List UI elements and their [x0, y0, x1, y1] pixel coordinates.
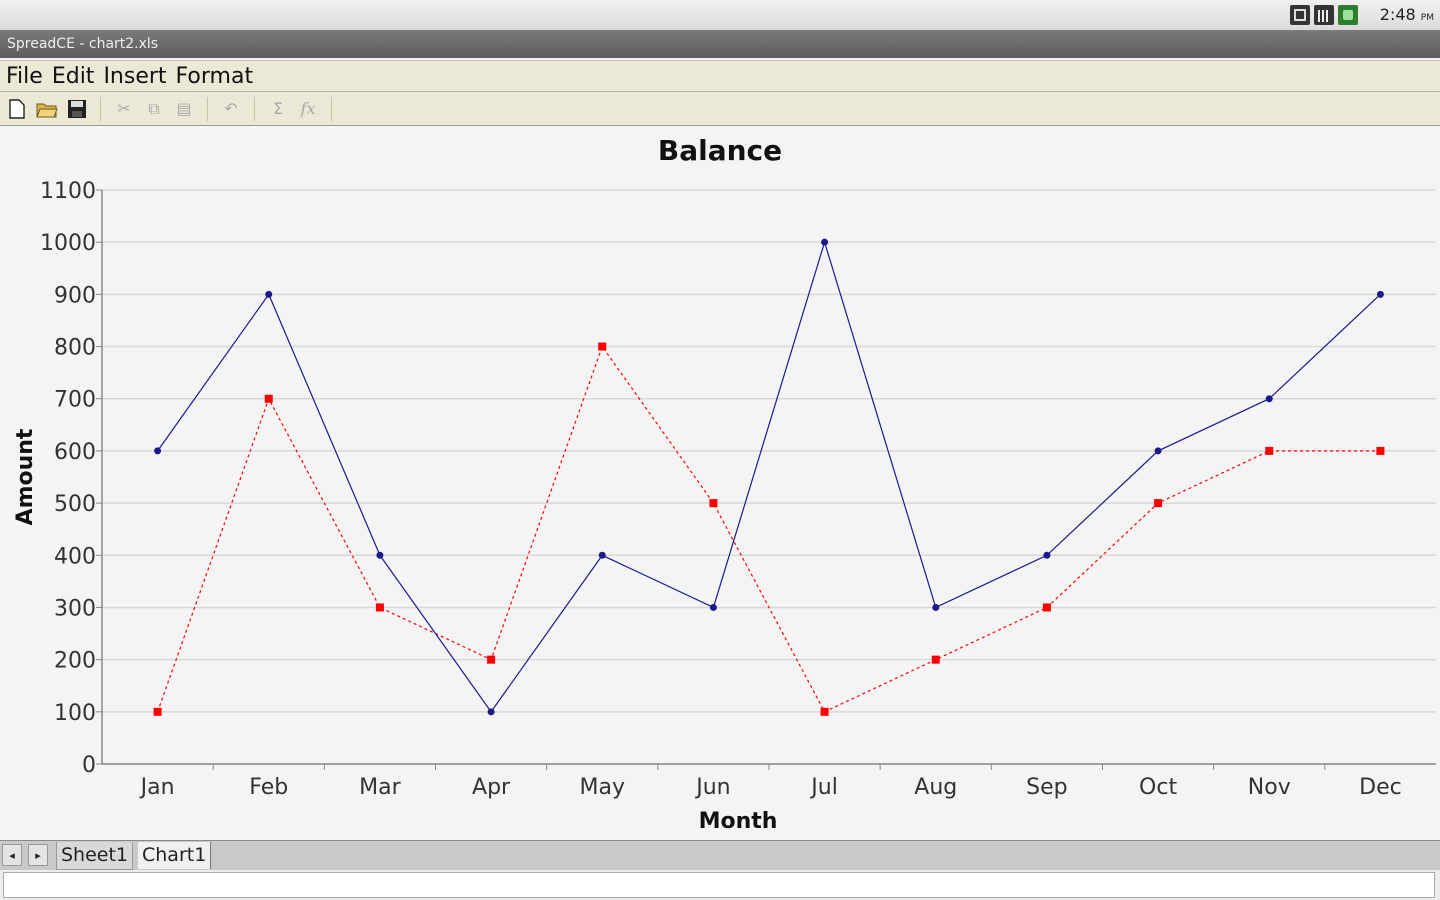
- toolbar-separator: [254, 96, 255, 121]
- x-tick-label: Apr: [472, 775, 511, 800]
- formula-input[interactable]: [3, 872, 1435, 898]
- series-2-point: [153, 707, 162, 716]
- series-1-point: [709, 603, 717, 611]
- toolbar-separator: [100, 96, 101, 121]
- cut-icon[interactable]: ✂: [117, 99, 131, 118]
- series-1-point: [265, 290, 273, 298]
- series-2-point: [264, 394, 273, 403]
- save-icon[interactable]: [66, 98, 88, 120]
- y-tick-label: 1000: [40, 231, 96, 256]
- x-axis-label: Month: [699, 809, 778, 834]
- menu-file[interactable]: File: [6, 63, 43, 89]
- x-tick-label: Oct: [1139, 775, 1177, 800]
- x-tick-label: Feb: [249, 775, 288, 800]
- tab-scroll-right-button[interactable]: ▸: [28, 844, 48, 866]
- toolbar: ✂ ⧉ ▤ ↶ Σ fx: [0, 92, 1440, 126]
- y-tick-label: 200: [54, 649, 96, 674]
- status-icons: [1290, 4, 1358, 26]
- tab-sheet1[interactable]: Sheet1: [56, 842, 134, 870]
- y-tick-label: 0: [82, 753, 96, 778]
- y-tick-label: 100: [54, 701, 96, 726]
- series-1-point: [821, 238, 829, 246]
- copy-icon[interactable]: ⧉: [148, 98, 160, 118]
- menu-insert[interactable]: Insert: [103, 63, 167, 89]
- x-tick-label: Jul: [809, 775, 838, 800]
- y-axis-label: Amount: [13, 428, 38, 525]
- paste-icon[interactable]: ▤: [176, 99, 192, 118]
- x-tick-label: Dec: [1359, 775, 1402, 800]
- y-tick-label: 400: [54, 544, 96, 569]
- series-1-point: [1043, 551, 1051, 559]
- y-tick-label: 900: [54, 283, 96, 308]
- x-tick-label: May: [580, 775, 625, 800]
- series-2-point: [1376, 446, 1385, 455]
- series-1-point: [1154, 447, 1162, 455]
- series-1-point: [376, 551, 384, 559]
- menu-format[interactable]: Format: [175, 63, 254, 89]
- series-line-1: [157, 240, 1381, 713]
- signal-bars-icon: [1314, 5, 1334, 25]
- y-tick-label: 300: [54, 596, 96, 621]
- y-tick-label: 700: [54, 388, 96, 413]
- status-bar: 2:48 PM: [0, 0, 1440, 30]
- x-tick-label: Jun: [694, 775, 730, 800]
- series-1-point: [598, 551, 606, 559]
- series-1-point: [487, 708, 495, 716]
- new-document-icon[interactable]: [6, 98, 28, 120]
- battery-icon: [1338, 5, 1358, 25]
- series-2-point: [598, 342, 607, 351]
- tab-chart1[interactable]: Chart1: [138, 842, 212, 869]
- open-folder-icon[interactable]: [36, 98, 58, 120]
- y-tick-label: 800: [54, 336, 96, 361]
- y-tick-label: 600: [54, 440, 96, 465]
- series-2-point: [375, 603, 384, 612]
- series-1-point: [932, 603, 940, 611]
- series-1-point: [1376, 290, 1384, 298]
- series-2-point: [709, 499, 718, 508]
- input-bar: [0, 870, 1440, 900]
- toolbar-separator: [207, 96, 208, 121]
- x-tick-label: Sep: [1026, 775, 1067, 800]
- x-tick-label: Jan: [139, 775, 175, 800]
- y-tick-label: 500: [54, 492, 96, 517]
- series-2-point: [931, 655, 940, 664]
- series-2-point: [820, 707, 829, 716]
- menu-edit[interactable]: Edit: [51, 63, 95, 89]
- x-tick-label: Aug: [914, 775, 957, 800]
- line-chart: Balance 0 100 200 300 400 500 600 700 800 900 1000 1…: [13, 134, 1436, 834]
- series-1-point: [1265, 395, 1273, 403]
- sd-card-icon: [1290, 5, 1310, 25]
- sum-icon[interactable]: Σ: [272, 99, 284, 118]
- x-tick-label: Mar: [359, 775, 401, 800]
- series-2-point: [1042, 603, 1051, 612]
- window-title: SpreadCE - chart2.xls: [0, 30, 1440, 58]
- series-2-point: [1154, 499, 1163, 508]
- series-line-2: [157, 345, 1381, 713]
- x-tick-label: Nov: [1248, 775, 1291, 800]
- status-clock: 2:48 PM: [1379, 5, 1434, 24]
- undo-icon[interactable]: ↶: [224, 99, 238, 118]
- menu-bar: File Edit Insert Format: [0, 60, 1440, 92]
- toolbar-separator: [331, 96, 332, 121]
- series-2-point: [487, 655, 496, 664]
- y-tick-label: 1100: [40, 179, 96, 204]
- series-2-point: [1265, 446, 1274, 455]
- tab-scroll-left-button[interactable]: ◂: [2, 844, 22, 866]
- chart-area: Balance 0 100 200 300 400 500 600 700 800 900 1000 1…: [0, 126, 1440, 840]
- sheet-tab-bar: ◂ ▸ Sheet1 Chart1: [0, 840, 1440, 870]
- chart-title: Balance: [658, 134, 782, 167]
- function-icon[interactable]: fx: [300, 99, 316, 118]
- series-1-point: [154, 447, 162, 455]
